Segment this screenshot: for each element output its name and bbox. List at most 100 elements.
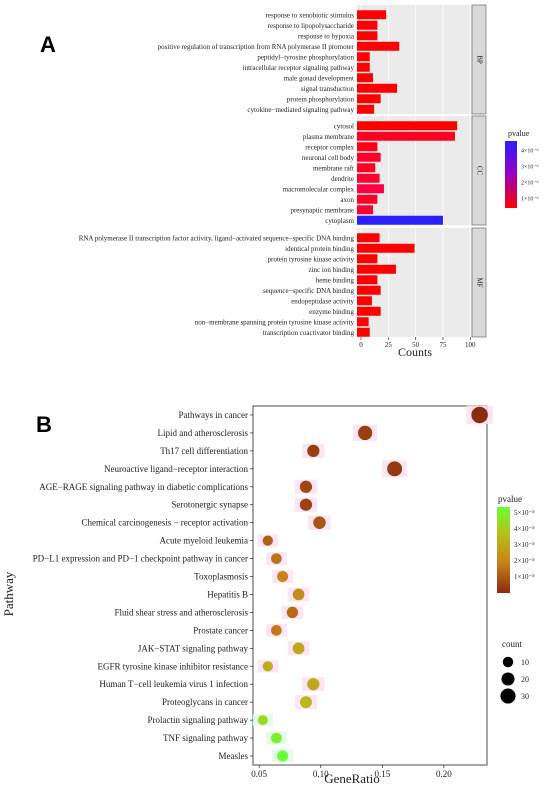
panel-b-point (292, 642, 305, 655)
panel-a-x-tick-label: 75 (439, 341, 447, 349)
panel-a-bar (357, 184, 384, 194)
panel-a-category-labels: response to xenobiotic stimulus response … (79, 11, 355, 337)
panel-a-bar (357, 104, 375, 114)
panel-a-category-label: RNA polymerase II transcription factor a… (79, 234, 355, 242)
panel-a-bar (357, 83, 398, 93)
panel-a-bar (357, 205, 374, 215)
panel-a-category-label: neuronal cell body (302, 154, 355, 162)
panel-b-point (271, 625, 282, 636)
panel-b-gridlines (252, 405, 488, 766)
panel-a-bar-chart: response to xenobiotic stimulus response … (79, 4, 539, 359)
panel-b-pathway-label: PD−L1 expression and PD−1 checkpoint pat… (33, 554, 248, 564)
panel-a-x-axis-title: Counts (398, 345, 432, 359)
panel-a-bar (357, 285, 381, 295)
panel-a-category-label: intracellular receptor signaling pathway (243, 64, 355, 72)
panel-a-category-label: zinc ion binding (309, 266, 355, 274)
panel-b-pathway-label: Measles (219, 751, 249, 761)
panel-a-bar (357, 62, 370, 72)
panel-b-x-tick-label: 0.15 (374, 769, 390, 779)
panel-b-pathway-label: JAK−STAT signaling pathway (138, 643, 249, 653)
panel-a-category-label: transcription coactivator binding (263, 329, 355, 337)
panel-a-category-label: dendrite (331, 175, 354, 183)
panel-a-bar (357, 94, 381, 104)
panel-a-category-label: male gonad development (284, 74, 354, 82)
panel-b-point (292, 588, 305, 601)
panel-b-point (277, 750, 289, 762)
panel-b-point (271, 732, 282, 744)
panel-a-category-label: receptor complex (305, 143, 354, 151)
panel-a-bar (357, 306, 381, 316)
panel-b-x-axis-title: GeneRatio (324, 771, 380, 786)
panel-b-point (387, 461, 403, 477)
panel-b-point (277, 571, 289, 583)
panel-b-point (299, 696, 312, 709)
panel-a-bar (357, 152, 381, 162)
panel-b-y-axis-title: Pathway (1, 571, 16, 616)
panel-b-pathway-label: Serotonergic synapse (171, 500, 248, 510)
panel-b-pathway-label: Toxoplasmosis (194, 572, 248, 582)
panel-a-facet-strip-bp (471, 4, 487, 115)
panel-b-pathway-label: Prolactin signaling pathway (148, 715, 249, 725)
panel-a-category-label: heme binding (316, 276, 355, 284)
panel-a-category-label: response to hypoxia (298, 32, 355, 40)
panel-b-pathway-label: Fluid shear stress and atherosclerosis (115, 607, 249, 617)
panel-b-point (262, 661, 273, 672)
panel-a-color-legend: pvalue 4×10⁻⁶ 3×10⁻⁶ 2×10⁻⁶ 1×10⁻⁶ (505, 129, 539, 208)
panel-b-pathway-label: Hepatitis B (207, 589, 248, 599)
panel-b-pathway-label: AGE−RAGE signaling pathway in diabetic c… (39, 482, 248, 492)
panel-a-bar (357, 264, 396, 274)
panel-b-legend-tick-label: 3×10⁻⁵ (514, 541, 535, 549)
panel-a-x-tick-label: 50 (412, 341, 420, 349)
panel-a-x-tick-label: 0 (359, 341, 363, 349)
panel-a-category-label: signal transduction (301, 85, 355, 93)
panel-a-x-axis: 0 25 50 75 100 (359, 337, 476, 349)
panel-a-bar (357, 142, 378, 152)
panel-b-pathway-label: TNF signaling pathway (163, 733, 248, 743)
panel-a-category-label: response to xenobiotic stimulus (266, 11, 355, 19)
panel-a-category-label: macromolecular complex (283, 185, 355, 193)
panel-b-color-legend: pvalue 5×10⁻⁵ 4×10⁻⁵ 3×10⁻⁵ 2×10⁻⁵ 1×10⁻⁵ (497, 494, 535, 593)
panel-b-point (286, 606, 299, 619)
panel-a-category-label: positive regulation of transcription fro… (158, 43, 355, 51)
panel-b-pathway-label: Proteoglycans in cancer (162, 697, 248, 707)
panel-a-bar (357, 121, 458, 131)
panel-a-legend-tick-label: 3×10⁻⁶ (521, 165, 539, 171)
panel-b-x-tick-label: 0.05 (251, 769, 267, 779)
panel-b-x-axis: 0.05 0.10 0.15 0.20 (250, 414, 452, 779)
panel-b-point (307, 678, 320, 691)
panel-a-bar (357, 317, 369, 327)
panel-a-bar (357, 10, 387, 20)
panel-b-pathway-label: Neuroactive ligand−receptor interaction (104, 464, 249, 474)
panel-a-category-label: peptidyl−tyrosine phosphorylation (257, 53, 354, 61)
panel-b-pathway-label: Chemical carcinogenesis − receptor activ… (81, 518, 248, 528)
panel-a-facet-strip-cc (471, 115, 487, 226)
panel-a-bar (357, 131, 455, 141)
panel-b-size-legend-dot (501, 672, 515, 686)
panel-a-category-label: non−membrane spanning protein tyrosine k… (195, 318, 355, 326)
panel-b-pathway-label: Lipid and atherosclerosis (158, 428, 249, 438)
panel-b-legend-colorbar (497, 507, 510, 593)
panel-a-category-label: protein phosphorylation (287, 95, 355, 103)
panel-b-pathway-label: Human T−cell leukemia virus 1 infection (99, 679, 248, 689)
panel-b-pathway-label: Acute myeloid leukemia (160, 536, 248, 546)
panel-b-size-legend-title: count (502, 639, 522, 649)
panel-a-bar (357, 194, 378, 204)
panel-b-points (257, 406, 488, 762)
panel-a-legend-tick-label: 2×10⁻⁶ (521, 181, 539, 187)
panel-a-x-tick-label: 100 (465, 341, 476, 349)
panel-a-facet-strip-mf (471, 227, 487, 338)
panel-a-bar (357, 20, 378, 30)
panel-a-letter: A (40, 32, 56, 57)
panel-a-facet-label: MF (475, 277, 483, 287)
panel-a-bar (357, 327, 370, 337)
panel-b-x-tick-label: 0.20 (436, 769, 452, 779)
panel-b-point (313, 516, 326, 529)
panel-a-x-tick-label: 25 (385, 341, 393, 349)
panel-b-pathway-labels: Pathways in cancer Lipid and atherosclero… (33, 410, 249, 761)
panel-b-letter: B (36, 412, 52, 437)
panel-a-bars (357, 10, 458, 337)
panel-b-point (307, 444, 320, 458)
panel-a-category-label: presynaptic membrane (290, 206, 354, 214)
panel-a-category-label: plasma membrane (303, 133, 354, 141)
panel-a-bar (357, 275, 378, 285)
